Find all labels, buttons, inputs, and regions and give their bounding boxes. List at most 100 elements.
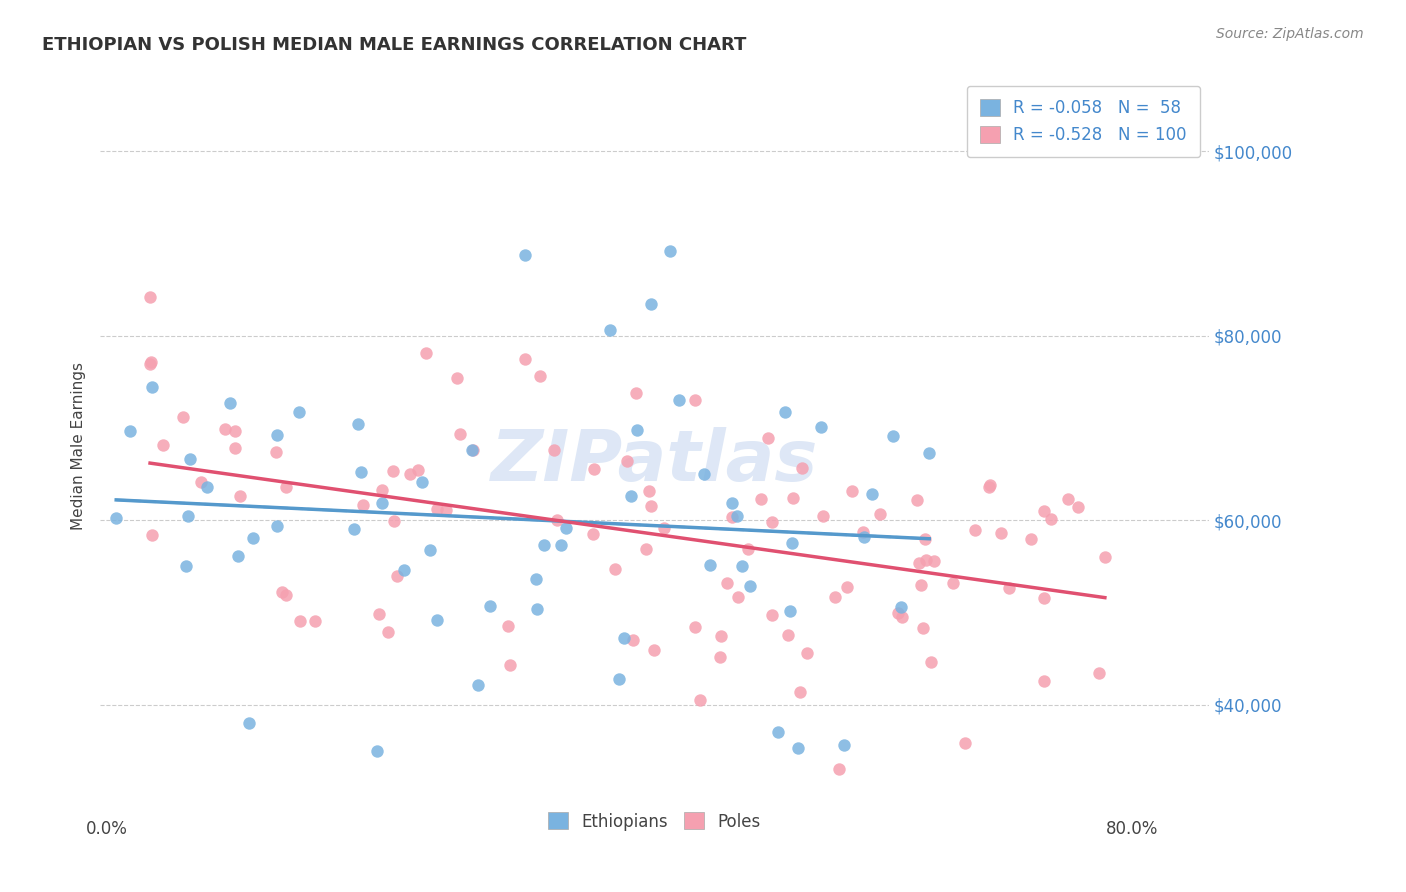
Point (643, 642, 665, 657)
Point (419, 543, 441, 558)
Point (882, 429, 904, 443)
Point (382, 514, 405, 528)
Point (304, 614, 326, 628)
Point (709, 650, 731, 665)
Point (582, 527, 605, 541)
Point (725, 508, 748, 523)
Point (449, 426, 471, 441)
Point (869, 507, 891, 521)
Point (720, 510, 742, 524)
Point (270, 584, 292, 599)
Point (415, 346, 437, 360)
Point (377, 624, 399, 639)
Point (524, 572, 547, 586)
Point (1088, 666, 1111, 681)
Point (498, 619, 520, 633)
Point (411, 475, 433, 490)
Point (626, 385, 648, 400)
Point (461, 443, 484, 458)
Point (789, 685, 811, 699)
Point (828, 762, 851, 776)
Point (371, 496, 394, 510)
Point (768, 725, 790, 739)
Point (346, 417, 368, 431)
Point (371, 483, 394, 497)
Point (780, 536, 803, 550)
Point (460, 442, 482, 457)
Point (990, 525, 1012, 540)
Point (640, 499, 662, 513)
Point (434, 503, 457, 517)
Point (740, 579, 762, 593)
Point (620, 489, 643, 503)
Point (343, 522, 366, 536)
Point (599, 322, 621, 336)
Point (366, 744, 388, 758)
Point (779, 604, 801, 618)
Point (1057, 491, 1080, 506)
Point (238, 716, 260, 731)
Point (920, 655, 942, 669)
Point (915, 553, 938, 567)
Point (554, 521, 576, 535)
Point (513, 248, 536, 262)
Point (824, 590, 846, 604)
Point (352, 498, 374, 512)
Point (979, 478, 1001, 492)
Point (659, 244, 682, 259)
Point (727, 591, 749, 605)
Point (382, 464, 405, 478)
Point (837, 580, 859, 594)
Point (607, 673, 630, 687)
Point (716, 576, 738, 591)
Point (977, 480, 1000, 494)
Point (683, 620, 706, 634)
Point (139, 289, 162, 303)
Point (852, 530, 875, 544)
Point (406, 463, 429, 477)
Point (683, 392, 706, 407)
Point (1067, 500, 1090, 514)
Point (543, 443, 565, 458)
Text: ZIPatlas: ZIPatlas (491, 426, 818, 496)
Point (515, 351, 537, 366)
Point (350, 465, 373, 479)
Point (446, 371, 468, 385)
Point (1032, 591, 1054, 606)
Point (479, 599, 502, 613)
Point (226, 549, 249, 564)
Point (274, 588, 297, 602)
Point (224, 424, 246, 438)
Point (911, 621, 934, 635)
Point (467, 678, 489, 692)
Point (288, 614, 311, 628)
Point (790, 461, 813, 475)
Point (905, 492, 928, 507)
Point (852, 525, 875, 540)
Point (172, 409, 194, 424)
Point (689, 693, 711, 707)
Point (287, 405, 309, 419)
Point (190, 475, 212, 489)
Point (997, 582, 1019, 596)
Point (811, 508, 834, 523)
Point (942, 576, 965, 591)
Point (242, 531, 264, 545)
Point (638, 484, 661, 499)
Point (1019, 533, 1042, 547)
Point (761, 608, 783, 623)
Point (730, 559, 752, 574)
Point (529, 368, 551, 383)
Point (761, 515, 783, 529)
Point (737, 542, 759, 557)
Point (749, 492, 772, 507)
Point (778, 628, 800, 642)
Legend: Ethiopians, Poles: Ethiopians, Poles (534, 799, 775, 844)
Point (886, 606, 908, 620)
Point (640, 297, 662, 311)
Point (1094, 549, 1116, 564)
Point (398, 467, 420, 482)
Point (832, 738, 855, 752)
Point (368, 607, 391, 621)
Point (1039, 512, 1062, 526)
